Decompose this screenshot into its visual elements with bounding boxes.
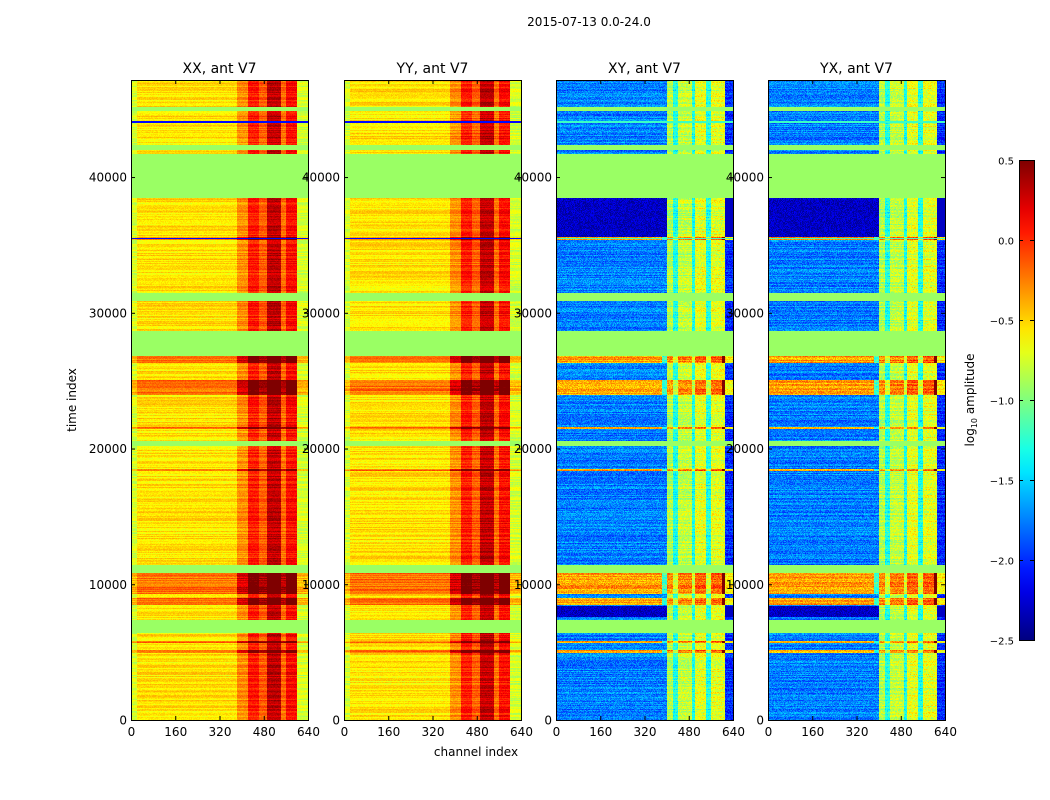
colorbar-label-part: 10: [970, 418, 979, 428]
heatmap-1: [344, 80, 521, 720]
x-tick-label: 640: [510, 725, 533, 739]
x-tick-label: 160: [164, 725, 187, 739]
y-tick-label: 10000: [302, 578, 340, 592]
y-axis-label: time index: [65, 368, 79, 432]
x-tick-label: 640: [934, 725, 957, 739]
y-tick-label: 0: [756, 714, 764, 728]
panel-title-1: YY, ant V7: [396, 61, 469, 77]
y-tick-label: 30000: [514, 306, 552, 320]
y-tick-label: 20000: [302, 442, 340, 456]
y-tick-label: 40000: [514, 171, 552, 185]
x-tick-label: 0: [341, 725, 349, 739]
panel-title-2: XY, ant V7: [608, 61, 681, 77]
y-tick-label: 20000: [89, 442, 127, 456]
colorbar-label-part: log: [963, 428, 977, 446]
axes-frame-1: [344, 80, 522, 721]
y-tick-label: 20000: [514, 442, 552, 456]
x-tick-label: 160: [801, 725, 824, 739]
y-tick-label: 30000: [89, 306, 127, 320]
heatmap-2: [556, 80, 733, 720]
x-axis-label: channel index: [434, 745, 518, 759]
axes-frame-0: [131, 80, 309, 721]
x-tick-label: 640: [297, 725, 320, 739]
y-tick-label: 0: [119, 714, 127, 728]
x-tick-label: 0: [765, 725, 773, 739]
x-tick-label: 0: [128, 725, 136, 739]
y-tick-label: 30000: [726, 306, 764, 320]
y-tick-label: 20000: [726, 442, 764, 456]
y-tick-label: 40000: [302, 171, 340, 185]
colorbar-tick-label: −0.5: [990, 317, 1014, 328]
x-tick-label: 160: [589, 725, 612, 739]
panel-title-3: YX, ant V7: [819, 61, 893, 77]
colorbar-label: log10 amplitude: [963, 354, 979, 447]
x-tick-label: 160: [377, 725, 400, 739]
colorbar-tick-label: −1.0: [990, 397, 1014, 408]
y-tick-label: 40000: [726, 171, 764, 185]
x-tick-label: 480: [890, 725, 913, 739]
heatmap-0: [131, 80, 308, 720]
x-tick-label: 320: [209, 725, 232, 739]
y-tick-label: 0: [332, 714, 340, 728]
y-tick-label: 10000: [514, 578, 552, 592]
axes-frame-3: [768, 80, 946, 721]
x-tick-label: 480: [466, 725, 489, 739]
x-tick-label: 320: [422, 725, 445, 739]
colorbar-tick-label: −1.5: [990, 477, 1014, 488]
heatmap-3: [768, 80, 945, 720]
x-tick-label: 0: [553, 725, 561, 739]
y-tick-label: 10000: [726, 578, 764, 592]
colorbar-tick-label: −2.5: [990, 637, 1014, 648]
x-tick-label: 640: [722, 725, 745, 739]
x-tick-label: 320: [846, 725, 869, 739]
colorbar-tick-label: −2.0: [990, 557, 1014, 568]
axes-frame-2: [556, 80, 734, 721]
y-tick-label: 30000: [302, 306, 340, 320]
x-tick-label: 480: [253, 725, 276, 739]
panel-title-0: XX, ant V7: [183, 61, 257, 77]
x-tick-label: 320: [634, 725, 657, 739]
y-tick-label: 40000: [89, 171, 127, 185]
y-tick-label: 10000: [89, 578, 127, 592]
y-tick-label: 0: [544, 714, 552, 728]
colorbar-tick-label: 0.5: [998, 157, 1014, 168]
figure-title: 2015-07-13 0.0-24.0: [527, 15, 651, 29]
colorbar-tick-label: 0.0: [998, 237, 1014, 248]
colorbar-label-part: amplitude: [963, 354, 977, 418]
x-tick-label: 480: [678, 725, 701, 739]
